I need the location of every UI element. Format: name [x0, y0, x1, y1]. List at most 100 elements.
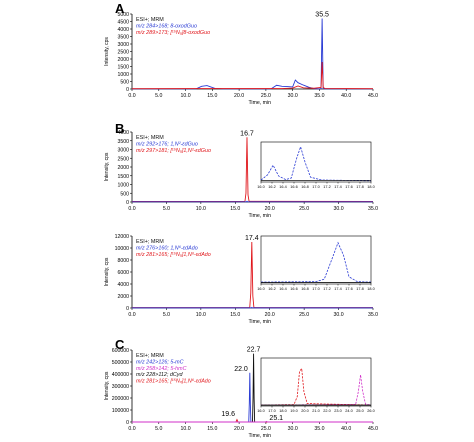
y-tick-label: 3000 — [117, 42, 129, 48]
x-tick-label: 35.0 — [368, 312, 378, 318]
y-tick-label: 1000 — [117, 183, 129, 189]
inset-x-tick-label: 16.0 — [257, 185, 264, 189]
inset-x-tick-label: 17.0 — [268, 409, 275, 413]
y-tick-label: 0 — [126, 306, 129, 312]
inset-x-tick-label: 22.0 — [323, 409, 330, 413]
y-axis-label: Intensity, cps — [104, 257, 110, 286]
y-tick-label: 500000 — [112, 360, 129, 366]
legend-entry: m/z 289>173; [¹⁵N₅]8-oxodGuo — [136, 30, 210, 36]
x-tick-label: 10.0 — [181, 426, 191, 432]
y-axis-label: Intensity, cps — [104, 371, 110, 400]
inset-zoom: 16.0 17.0 18.0 19.0 20.0 21.0 22.0 23.0 24.0 25.0… — [257, 357, 375, 413]
panel-label-a: A — [115, 1, 125, 16]
y-tick-label: 4000 — [117, 27, 129, 33]
inset-x-tick-label: 17.8 — [356, 287, 363, 291]
x-tick-label: 30.0 — [334, 312, 344, 318]
legend-entry: m/z 281>165; [¹⁵N₅]1,N⁶-εdAdo — [136, 252, 211, 258]
y-tick-label: 8000 — [117, 258, 129, 264]
x-tick-label: 45.0 — [368, 426, 378, 432]
y-tick-label: 1500 — [117, 174, 129, 180]
y-tick-label: 2000 — [117, 294, 129, 300]
inset-x-tick-label: 16.2 — [268, 287, 275, 291]
inset-x-tick-label: 16.8 — [301, 287, 308, 291]
y-tick-label: 3500 — [117, 139, 129, 145]
inset-x-tick-label: 16.2 — [268, 185, 275, 189]
y-tick-label: 4000 — [117, 130, 129, 136]
y-tick-label: 12000 — [115, 234, 130, 240]
inset-x-tick-label: 24.0 — [345, 409, 352, 413]
y-tick-label: 1000 — [117, 72, 129, 78]
peak-label: 16.7 — [240, 130, 254, 137]
series-trace-red — [131, 61, 374, 90]
legend-entry: m/z 258>142; 5-hmC — [136, 366, 187, 372]
y-tick-label: 3500 — [117, 35, 129, 41]
inset-x-tick-label: 16.6 — [290, 287, 297, 291]
x-tick-label: 15.0 — [207, 93, 217, 99]
x-tick-label: 5.0 — [155, 426, 162, 432]
x-tick-label: 35.0 — [314, 426, 324, 432]
legend-entry: ESI+; MRM — [136, 239, 164, 245]
x-axis-label: Time, min — [248, 319, 271, 325]
series-trace-blue — [131, 18, 374, 90]
inset-x-tick-label: 23.0 — [334, 409, 341, 413]
x-tick-label: 30.0 — [334, 206, 344, 212]
panel-label-c: C — [115, 337, 125, 352]
series-trace-blue — [131, 200, 374, 203]
peak-label: 19.6 — [221, 411, 235, 418]
x-tick-label: 5.0 — [163, 312, 170, 318]
inset-x-tick-label: 25.0 — [356, 409, 363, 413]
x-tick-label: 10.0 — [196, 206, 206, 212]
y-tick-label: 4000 — [117, 282, 129, 288]
peak-label: 22.7 — [247, 347, 261, 354]
series-trace-magenta — [132, 420, 373, 423]
y-axis-label: Intensity, cps — [104, 152, 110, 181]
x-tick-label: 10.0 — [196, 312, 206, 318]
y-tick-label: 2000 — [117, 57, 129, 63]
x-tick-label: 10.0 — [181, 93, 191, 99]
y-tick-label: 1500 — [117, 65, 129, 71]
x-tick-label: 25.0 — [261, 426, 271, 432]
inset-x-tick-label: 17.8 — [356, 185, 363, 189]
x-tick-label: 20.0 — [234, 426, 244, 432]
inset-trace-magenta — [260, 374, 372, 406]
inset-x-tick-label: 16.0 — [257, 287, 264, 291]
inset-x-tick-label: 18.0 — [367, 185, 374, 189]
inset-frame — [260, 357, 372, 407]
y-tick-label: 200000 — [112, 396, 129, 402]
x-tick-label: 15.0 — [207, 426, 217, 432]
inset-x-tick-label: 17.0 — [312, 185, 319, 189]
peak-label: 25.1 — [269, 415, 283, 422]
legend-entry: ESI+; MRM — [136, 353, 164, 359]
x-tick-label: 0.0 — [128, 206, 135, 212]
x-tick-label: 20.0 — [234, 93, 244, 99]
inset-x-tick-label: 16.0 — [257, 409, 264, 413]
x-tick-label: 35.0 — [368, 206, 378, 212]
legend-entry: m/z 276>160; 1,N⁶-εdAdo — [136, 245, 198, 251]
inset-x-tick-label: 17.0 — [312, 287, 319, 291]
y-axis-label: Intensity, cps — [104, 37, 110, 66]
legend-entry: m/z 284>168; 8-oxodGuo — [136, 23, 197, 29]
y-tick-label: 2500 — [117, 50, 129, 56]
x-tick-label: 45.0 — [368, 93, 378, 99]
x-tick-label: 40.0 — [341, 426, 351, 432]
x-tick-label: 25.0 — [299, 206, 309, 212]
legend-entry: m/z 281>165; [¹⁵N₃]1,N⁶-εdAdo — [136, 379, 211, 385]
x-tick-label: 25.0 — [261, 93, 271, 99]
x-axis-label: Time, min — [248, 433, 271, 439]
y-tick-label: 6000 — [117, 270, 129, 276]
legend-entry: m/z 297>181; [¹⁵N₅]1,N²-εdGuo — [136, 148, 211, 154]
inset-x-tick-label: 26.0 — [367, 409, 374, 413]
inset-x-tick-label: 18.0 — [279, 409, 286, 413]
y-tick-label: 4500 — [117, 20, 129, 26]
legend-entry: m/z 228>112; dCyd — [136, 372, 183, 378]
chart-panel-b2: 0 2000 4000 6000 8000 10000 12000 0.0 5.0 10.0 15.… — [104, 234, 378, 325]
y-tick-label: 0 — [126, 420, 129, 426]
inset-x-tick-label: 17.6 — [345, 185, 352, 189]
y-tick-label: 10000 — [115, 246, 130, 252]
x-tick-label: 0.0 — [128, 426, 135, 432]
peak-label: 35.5 — [315, 12, 329, 19]
x-tick-label: 15.0 — [230, 206, 240, 212]
inset-frame — [260, 235, 372, 285]
